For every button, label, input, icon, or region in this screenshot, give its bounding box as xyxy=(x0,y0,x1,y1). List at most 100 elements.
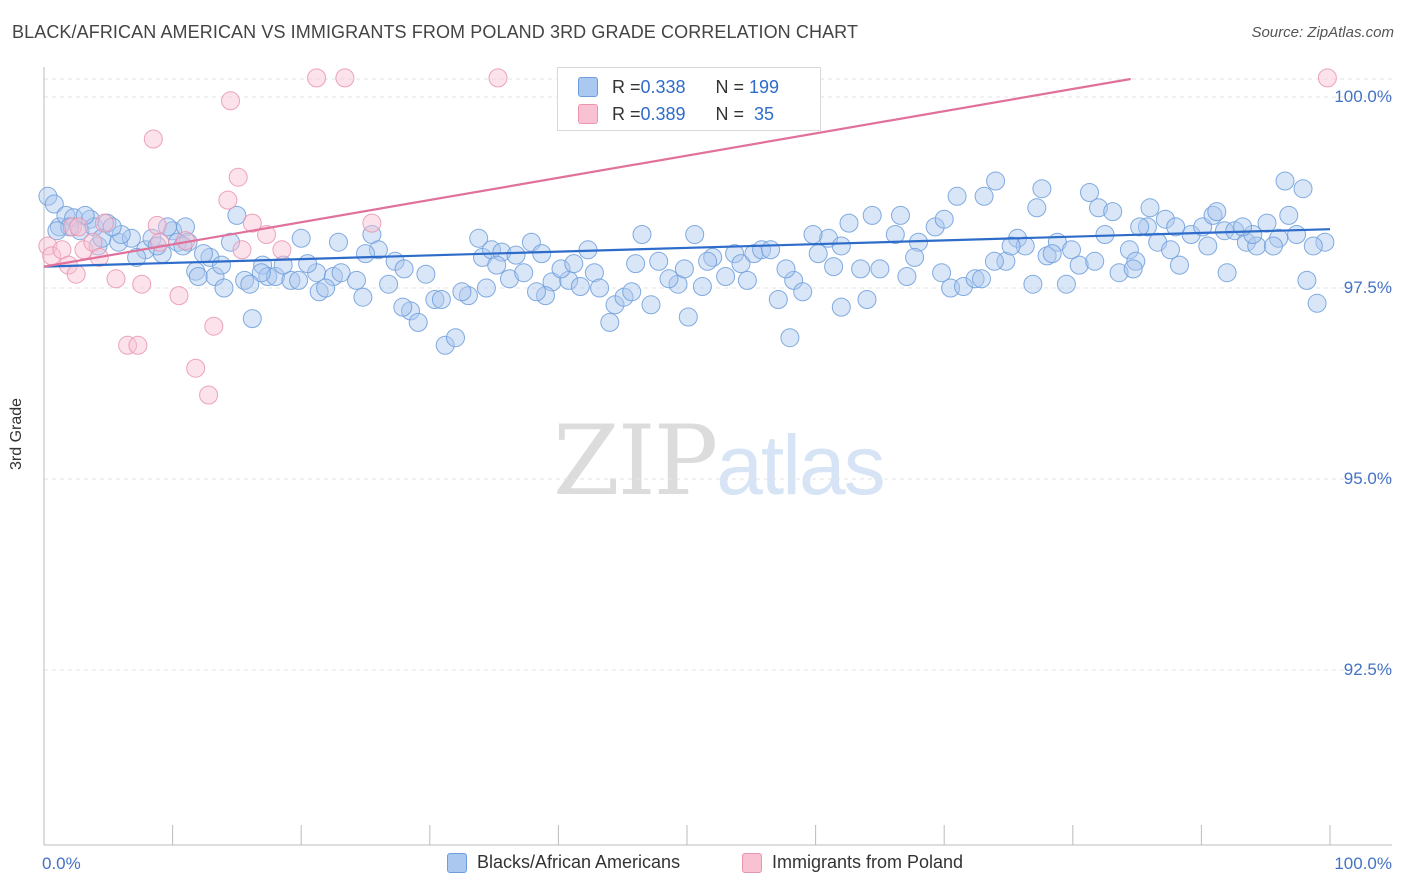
point-blue-90 xyxy=(1037,246,1057,266)
point-blue-153 xyxy=(127,247,147,267)
point-blue-125 xyxy=(329,232,348,252)
legend-swatch-pink xyxy=(578,104,598,124)
point-blue-53 xyxy=(570,277,590,296)
point-blue-85 xyxy=(986,171,1006,191)
point-blue-145 xyxy=(1130,217,1150,237)
point-blue-122 xyxy=(212,255,231,275)
point-blue-73 xyxy=(831,236,851,256)
point-blue-123 xyxy=(251,263,271,283)
point-blue-100 xyxy=(1137,217,1157,237)
point-pink-19 xyxy=(186,358,206,378)
stats-legend: R = 0.338 N = 199 R = 0.389 N = 35 xyxy=(557,67,821,131)
point-blue-188 xyxy=(240,274,260,294)
point-pink-31 xyxy=(362,213,382,233)
point-blue-174 xyxy=(932,263,952,283)
point-blue-57 xyxy=(622,282,642,302)
legend-pink-r-value: 0.389 xyxy=(640,103,686,124)
point-blue-154 xyxy=(158,217,177,237)
point-blue-118 xyxy=(75,205,95,225)
point-blue-192 xyxy=(452,282,472,302)
point-blue-190 xyxy=(356,244,375,264)
point-blue-11 xyxy=(121,228,141,248)
legend-blue-n-label: N = xyxy=(715,76,750,97)
point-blue-136 xyxy=(761,240,781,260)
point-blue-179 xyxy=(1123,259,1143,279)
bottom-legend-pink-label: Immigrants from Poland xyxy=(772,852,964,872)
source-label: Source: ZipAtlas.com xyxy=(1251,24,1394,41)
bottom-legend-pink: Immigrants from Poland xyxy=(742,852,963,873)
point-blue-167 xyxy=(659,269,679,289)
point-blue-124 xyxy=(289,270,309,290)
point-blue-19 xyxy=(188,267,208,286)
point-blue-115 xyxy=(1297,270,1317,290)
point-blue-48 xyxy=(506,245,526,265)
point-blue-184 xyxy=(1303,236,1323,256)
point-blue-41 xyxy=(425,290,445,309)
point-blue-133 xyxy=(641,295,661,315)
point-pink-24 xyxy=(228,167,248,187)
point-blue-140 xyxy=(947,186,967,206)
point-blue-175 xyxy=(972,269,991,289)
point-blue-44 xyxy=(469,228,489,248)
point-blue-198 xyxy=(831,297,851,317)
series-blue-points xyxy=(38,171,1335,355)
point-blue-65 xyxy=(731,254,751,274)
point-pink-17 xyxy=(169,286,189,306)
point-blue-168 xyxy=(698,251,718,271)
point-blue-86 xyxy=(996,251,1016,271)
point-blue-159 xyxy=(353,287,373,307)
point-blue-150 xyxy=(1293,179,1313,199)
point-blue-43 xyxy=(446,328,465,348)
point-blue-29 xyxy=(281,270,301,290)
point-pink-33 xyxy=(1317,68,1337,88)
point-blue-63 xyxy=(703,247,723,267)
point-blue-59 xyxy=(649,251,669,271)
point-blue-3 xyxy=(56,205,76,225)
y-tick-label-0: 100.0% xyxy=(1334,87,1392,106)
point-blue-34 xyxy=(331,263,351,283)
point-pink-9 xyxy=(94,213,114,233)
point-blue-15 xyxy=(163,221,183,241)
point-blue-180 xyxy=(1161,240,1180,260)
point-blue-114 xyxy=(1287,225,1307,244)
point-blue-164 xyxy=(551,259,571,279)
point-blue-162 xyxy=(476,278,496,298)
point-blue-0 xyxy=(38,186,58,206)
point-pink-34 xyxy=(66,264,86,284)
y-tick-label-2: 95.0% xyxy=(1343,469,1392,488)
point-blue-160 xyxy=(393,297,413,317)
point-blue-199 xyxy=(934,209,954,229)
point-blue-155 xyxy=(194,244,213,264)
point-blue-103 xyxy=(1170,255,1189,275)
point-blue-106 xyxy=(1203,205,1223,225)
point-blue-84 xyxy=(974,186,994,206)
point-pink-11 xyxy=(118,335,138,355)
point-pink-12 xyxy=(128,335,148,355)
point-blue-25 xyxy=(242,309,262,329)
point-blue-134 xyxy=(685,225,705,244)
point-blue-42 xyxy=(435,335,455,355)
point-blue-116 xyxy=(1307,293,1327,313)
point-pink-30 xyxy=(335,68,355,88)
trend-line-pink xyxy=(43,77,1131,268)
point-blue-166 xyxy=(626,254,646,274)
point-pink-32 xyxy=(488,68,508,88)
point-blue-23 xyxy=(221,232,240,252)
point-blue-117 xyxy=(1315,232,1335,252)
point-pink-20 xyxy=(199,385,219,405)
point-blue-147 xyxy=(1207,202,1227,222)
y-tick-label-3: 92.5% xyxy=(1343,660,1392,679)
point-blue-22 xyxy=(214,278,234,298)
point-blue-93 xyxy=(1069,255,1089,275)
point-blue-99 xyxy=(1126,251,1146,271)
point-blue-161 xyxy=(431,290,451,309)
point-blue-77 xyxy=(885,225,905,244)
point-blue-24 xyxy=(235,270,255,290)
legend-row-pink: R = 0.389 N = 35 xyxy=(578,102,774,126)
point-blue-110 xyxy=(1247,236,1267,256)
trend-line-blue xyxy=(43,228,1331,268)
point-blue-193 xyxy=(487,255,507,275)
point-blue-71 xyxy=(808,244,828,264)
point-blue-1 xyxy=(44,194,64,214)
